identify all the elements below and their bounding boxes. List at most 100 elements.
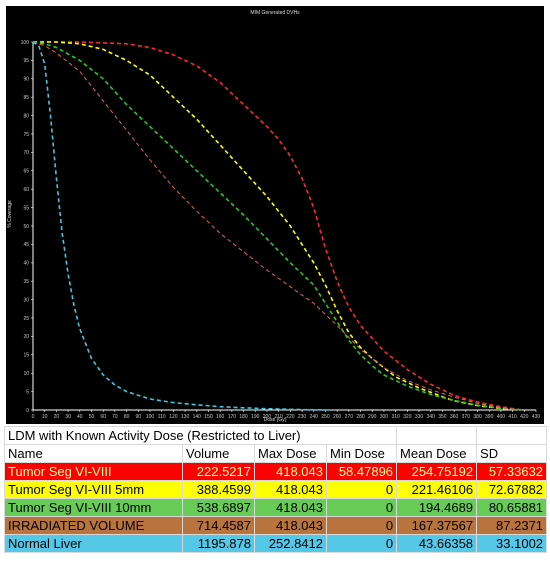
cell-volume: 538.6897 — [182, 498, 255, 517]
x-tick-label: 10 — [42, 414, 48, 420]
x-tick-label: 210 — [274, 414, 283, 420]
y-tick-label: 5 — [26, 389, 29, 395]
x-tick-label: 50 — [89, 414, 95, 420]
x-tick-label: 300 — [380, 414, 389, 420]
y-tick-label: 100 — [21, 40, 30, 46]
column-header-name: Name — [4, 444, 183, 463]
x-tick-label: 230 — [298, 414, 307, 420]
y-tick-label: 15 — [23, 353, 29, 359]
cell-volume: 1195.878 — [182, 534, 255, 553]
y-tick-label: 20 — [23, 334, 29, 340]
x-tick-label: 220 — [286, 414, 295, 420]
x-tick-label: 90 — [135, 414, 141, 420]
dose-statistics-table: LDM with Known Activity Dose (Restricted… — [3, 426, 548, 553]
cell-max-dose: 418.043 — [254, 516, 327, 535]
cell-volume: 222.5217 — [182, 462, 255, 481]
table-row: Tumor Seg VI-VIII 222.5217 418.043 58.47… — [4, 462, 548, 481]
cell-min-dose: 0 — [325, 534, 398, 553]
column-header-max-dose: Max Dose — [254, 444, 327, 463]
table-row: Tumor Seg VI-VIII 5mm 388.4599 418.043 0… — [4, 480, 548, 499]
table-title-empty-cell — [476, 426, 548, 445]
cell-min-dose: 0 — [325, 516, 398, 535]
x-tick-label: 270 — [345, 414, 354, 420]
y-tick-label: 65 — [23, 169, 29, 175]
y-tick-label: 25 — [23, 316, 29, 322]
x-tick-label: 110 — [158, 414, 166, 420]
cell-min-dose: 0 — [325, 480, 398, 499]
chart-series — [32, 41, 523, 411]
column-header-sd: SD — [476, 444, 548, 463]
chart-tick-labels: 0 10 20 30 40 50 60 70 80 90 100 110 120 130 140 150 160… — [21, 40, 541, 420]
dvh-chart: MIM Generated DVHs % Coverage Dose (Gy) … — [7, 10, 541, 423]
y-tick-label: 30 — [23, 297, 29, 303]
cell-sd: 87.2371 — [476, 516, 548, 535]
chart-y-axis-label: % Coverage — [7, 200, 13, 228]
x-tick-label: 260 — [333, 414, 342, 420]
x-tick-label: 380 — [473, 414, 482, 420]
cell-mean-dose: 221.46106 — [396, 480, 478, 499]
x-tick-label: 180 — [239, 414, 248, 420]
y-tick-label: 10 — [23, 371, 29, 377]
y-tick-label: 45 — [23, 242, 29, 248]
x-tick-label: 20 — [54, 414, 60, 420]
x-tick-label: 430 — [532, 414, 541, 420]
cell-name: IRRADIATED VOLUME — [4, 516, 183, 535]
x-tick-label: 340 — [427, 414, 436, 420]
x-tick-label: 240 — [310, 414, 319, 420]
y-tick-label: 40 — [23, 261, 29, 267]
x-tick-label: 60 — [100, 414, 106, 420]
cell-sd: 57.33632 — [476, 462, 548, 481]
x-tick-label: 70 — [112, 414, 118, 420]
dvh-series-line-0 — [33, 41, 523, 411]
table-header-row: Name Volume Max Dose Min Dose Mean Dose … — [4, 444, 548, 463]
x-tick-label: 190 — [251, 414, 260, 420]
table-title-empty-cell — [396, 426, 478, 445]
cell-volume: 388.4599 — [182, 480, 255, 499]
cell-sd: 72.67882 — [476, 480, 548, 499]
x-tick-label: 140 — [193, 414, 202, 420]
y-tick-label: 55 — [23, 205, 29, 211]
y-tick-label: 90 — [23, 77, 29, 83]
cell-volume: 714.4587 — [182, 516, 255, 535]
x-tick-label: 40 — [77, 414, 83, 420]
column-header-mean-dose: Mean Dose — [396, 444, 478, 463]
cell-max-dose: 252.8412 — [254, 534, 327, 553]
x-tick-label: 30 — [65, 414, 71, 420]
cell-name: Tumor Seg VI-VIII 5mm — [4, 480, 183, 499]
x-tick-label: 150 — [204, 414, 213, 420]
x-tick-label: 320 — [403, 414, 412, 420]
table-row: Tumor Seg VI-VIII 10mm 538.6897 418.043 … — [4, 498, 548, 517]
x-tick-label: 250 — [321, 414, 330, 420]
dvh-chart-panel: MIM Generated DVHs % Coverage Dose (Gy) … — [6, 6, 544, 424]
x-tick-label: 350 — [438, 414, 447, 420]
cell-sd: 33.1002 — [476, 534, 548, 553]
x-tick-label: 120 — [169, 414, 178, 420]
cell-name: Normal Liver — [4, 534, 183, 553]
dvh-series-line-4 — [32, 41, 330, 411]
cell-name: Tumor Seg VI-VIII 10mm — [4, 498, 183, 517]
x-tick-label: 80 — [124, 414, 130, 420]
y-tick-label: 95 — [23, 58, 29, 64]
cell-max-dose: 418.043 — [254, 480, 327, 499]
x-tick-label: 200 — [263, 414, 272, 420]
table-title-row: LDM with Known Activity Dose (Restricted… — [3, 426, 548, 445]
y-tick-label: 0 — [26, 408, 29, 414]
y-tick-label: 85 — [23, 95, 29, 101]
x-tick-label: 330 — [415, 414, 424, 420]
chart-x-axis-label: Dose (Gy) — [264, 417, 287, 423]
x-tick-label: 100 — [146, 414, 155, 420]
cell-sd: 80.65881 — [476, 498, 548, 517]
x-tick-label: 130 — [181, 414, 190, 420]
x-tick-label: 410 — [508, 414, 517, 420]
x-tick-label: 390 — [485, 414, 494, 420]
cell-min-dose: 0 — [325, 498, 398, 517]
x-tick-label: 400 — [497, 414, 506, 420]
chart-axes — [31, 41, 537, 412]
cell-max-dose: 418.043 — [254, 462, 327, 481]
cell-name: Tumor Seg VI-VIII — [4, 462, 183, 481]
x-tick-label: 370 — [462, 414, 471, 420]
dvh-series-line-1 — [33, 41, 523, 411]
dvh-series-line-2 — [32, 41, 523, 411]
x-tick-label: 170 — [228, 414, 237, 420]
x-tick-label: 310 — [391, 414, 400, 420]
